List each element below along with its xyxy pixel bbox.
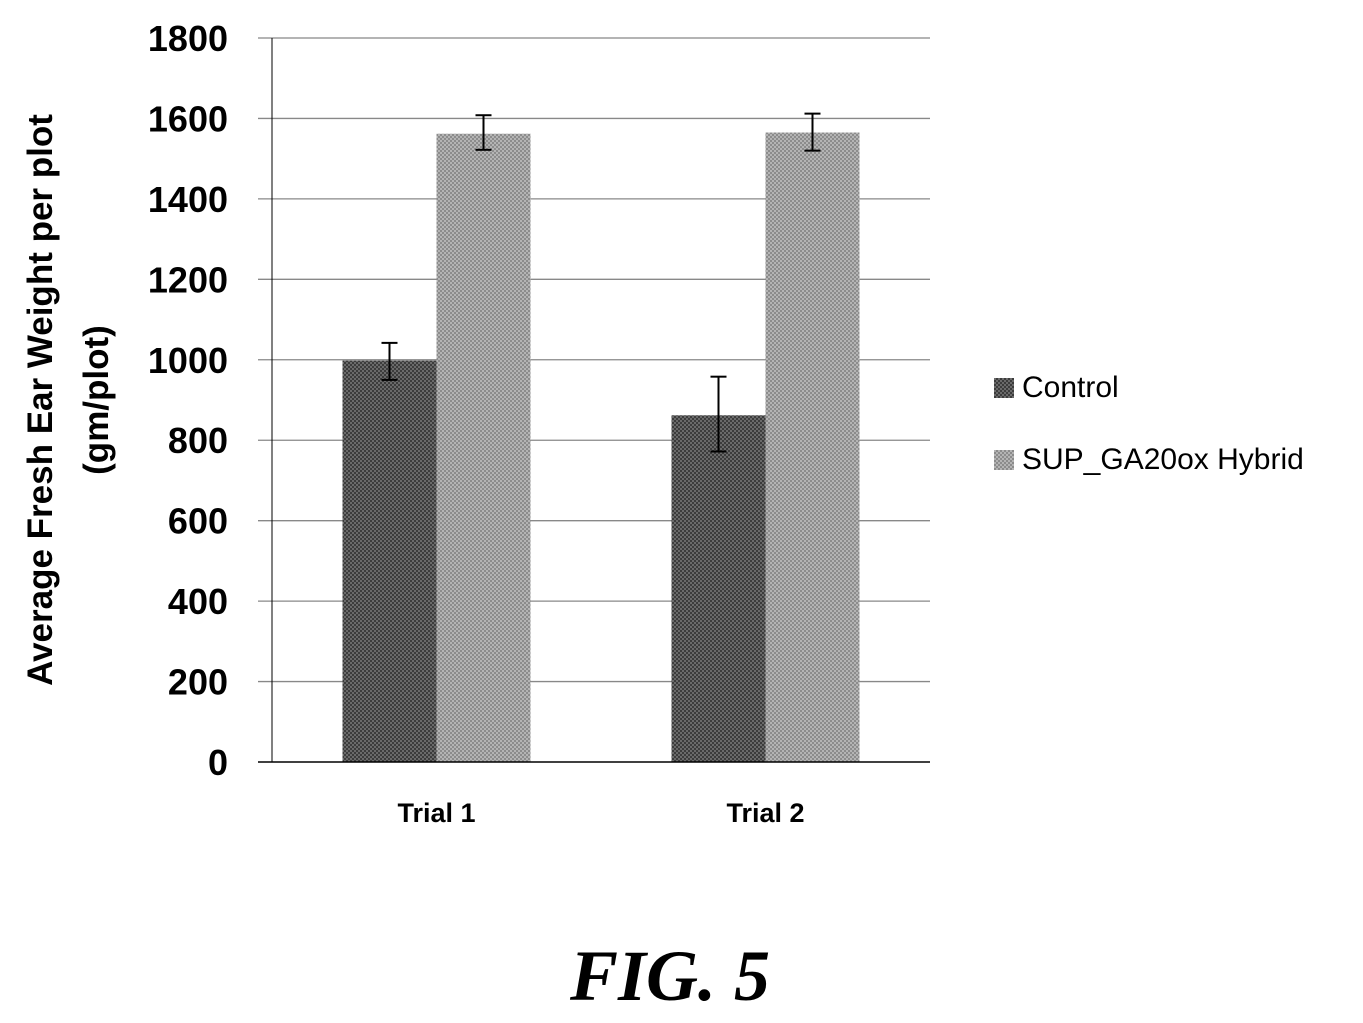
bars (342, 132, 860, 762)
y-tick-label: 1800 (148, 18, 228, 59)
x-tick-label: Trial 1 (397, 798, 475, 828)
y-tick-label: 1200 (148, 259, 228, 300)
y-axis-title: Average Fresh Ear Weight per plot (gm/pl… (21, 114, 116, 686)
legend-label-sup-ga20ox-hybrid: SUP_GA20ox Hybrid (1022, 443, 1304, 476)
bar-sup-ga20ox-hybrid-trial-2 (765, 132, 860, 762)
legend-swatch-control (994, 378, 1014, 398)
error-bars (381, 112, 821, 453)
y-tick-labels: 0 200 400 600 800 1000 1200 1400 1600 1800 (148, 18, 228, 783)
x-tick-labels: Trial 1 Trial 2 (397, 798, 804, 828)
y-tick-label: 1600 (148, 98, 228, 139)
y-axis-title-line-1: Average Fresh Ear Weight per plot (21, 114, 60, 686)
y-axis-title-line-2: (gm/plot) (77, 325, 116, 475)
y-tick-label: 600 (168, 501, 228, 542)
y-tick-label: 400 (168, 581, 228, 622)
legend: Control SUP_GA20ox Hybrid (994, 371, 1304, 476)
bar-control-trial-2 (671, 415, 766, 762)
figure-caption: FIG. 5 (569, 936, 770, 1016)
legend-label-control: Control (1022, 371, 1119, 404)
bar-control-trial-1 (342, 360, 437, 762)
y-tick-label: 800 (168, 420, 228, 461)
x-tick-label: Trial 2 (726, 798, 804, 828)
y-tick-label: 0 (208, 742, 228, 783)
y-tick-label: 200 (168, 662, 228, 703)
y-tick-label: 1400 (148, 179, 228, 220)
legend-swatch-sup-ga20ox-hybrid (994, 450, 1014, 470)
bar-sup-ga20ox-hybrid-trial-1 (436, 133, 531, 762)
y-tick-label: 1000 (148, 340, 228, 381)
